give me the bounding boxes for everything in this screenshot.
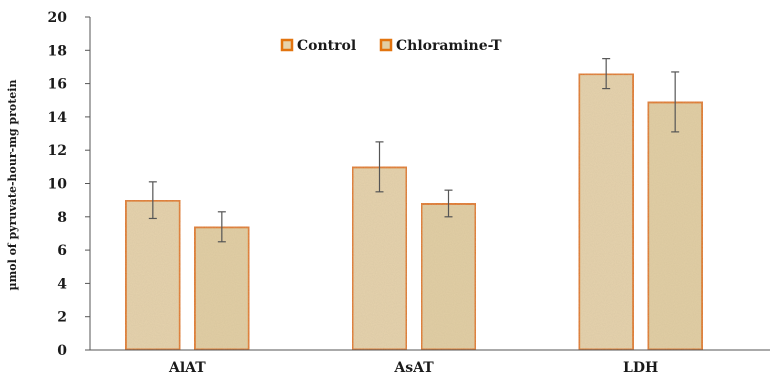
- y-tick-label: 12: [48, 143, 67, 159]
- x-tick-label-ldh: LDH: [623, 360, 658, 376]
- y-tick-label: 8: [57, 210, 67, 226]
- y-tick-label: 16: [48, 77, 67, 93]
- bar-ldh-chloramine-t: [646, 100, 705, 352]
- y-axis: 0 2 4 6 8 10 12 14 16 18 20: [48, 10, 91, 359]
- bar-ldh-control: [577, 72, 636, 352]
- legend-label-chloramine-t: Chloramine-T: [396, 38, 502, 54]
- y-tick-label: 4: [57, 276, 67, 292]
- bar-alat-control: [123, 198, 182, 352]
- y-tick-label: 18: [48, 43, 67, 59]
- y-tick-label: 2: [57, 310, 67, 326]
- y-tick-label: 14: [48, 110, 68, 126]
- x-tick-label-alat: AlAT: [168, 360, 206, 376]
- x-axis: AlAT AsAT LDH: [90, 349, 770, 376]
- legend-swatch-control: [280, 38, 294, 52]
- y-tick-label: 6: [57, 243, 67, 259]
- bar-asat-chloramine-t: [419, 201, 478, 352]
- x-tick-label-asat: AsAT: [393, 360, 434, 376]
- legend-swatch-chloramine-t: [379, 38, 393, 52]
- legend: Control Chloramine-T: [280, 38, 502, 54]
- y-tick-label: 0: [57, 343, 67, 359]
- y-axis-label: µmol of pyruvate-hour-mg protein: [6, 80, 19, 291]
- error-bars: [148, 58, 680, 243]
- legend-label-control: Control: [297, 38, 356, 54]
- bar-asat-control: [350, 165, 409, 352]
- y-tick-label: 10: [48, 177, 68, 193]
- y-tick-label: 20: [48, 10, 68, 26]
- bars: [123, 72, 705, 352]
- bar-alat-chloramine-t: [192, 225, 251, 352]
